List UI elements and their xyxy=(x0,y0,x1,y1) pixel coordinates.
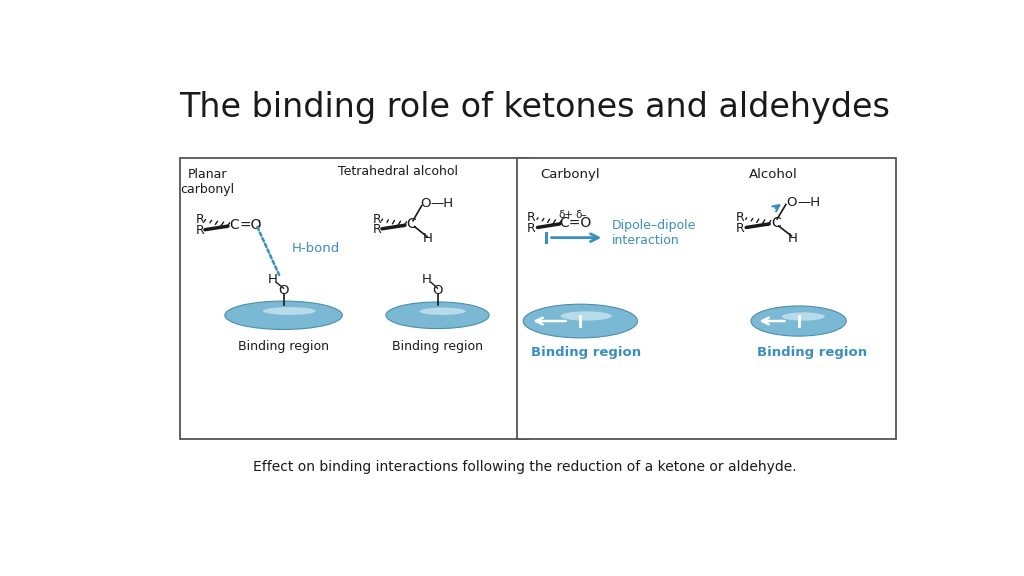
Text: H: H xyxy=(267,273,278,286)
Text: H: H xyxy=(422,273,432,286)
Text: Tetrahedral alcohol: Tetrahedral alcohol xyxy=(338,165,458,179)
Text: —H: —H xyxy=(430,196,454,210)
Ellipse shape xyxy=(782,312,824,321)
Text: Carbonyl: Carbonyl xyxy=(541,168,600,181)
Text: Effect on binding interactions following the reduction of a ketone or aldehyde.: Effect on binding interactions following… xyxy=(253,460,797,474)
Text: R: R xyxy=(373,223,381,236)
Ellipse shape xyxy=(560,312,611,321)
Text: H: H xyxy=(423,233,433,245)
Text: C: C xyxy=(771,216,780,230)
Text: C: C xyxy=(229,218,240,232)
Text: R: R xyxy=(527,211,536,224)
Bar xyxy=(517,158,896,439)
Text: C: C xyxy=(407,217,417,232)
Text: Planar
carbonyl: Planar carbonyl xyxy=(180,168,234,196)
Text: R: R xyxy=(736,211,744,224)
Text: H: H xyxy=(787,232,797,245)
Text: Binding region: Binding region xyxy=(757,346,866,359)
Text: Dipole–dipole
interaction: Dipole–dipole interaction xyxy=(612,219,696,247)
Ellipse shape xyxy=(225,301,342,329)
Bar xyxy=(179,158,528,439)
Text: C=O: C=O xyxy=(560,216,592,230)
Text: R: R xyxy=(527,222,536,235)
Ellipse shape xyxy=(386,302,489,328)
Ellipse shape xyxy=(420,308,466,315)
Ellipse shape xyxy=(263,307,315,315)
Text: R: R xyxy=(196,224,204,237)
Text: Binding region: Binding region xyxy=(531,346,641,359)
Text: O: O xyxy=(420,196,430,210)
Text: R: R xyxy=(196,214,204,226)
Text: R: R xyxy=(373,213,381,226)
Text: δ+: δ+ xyxy=(558,210,573,219)
Text: Binding region: Binding region xyxy=(238,340,329,353)
Text: Alcohol: Alcohol xyxy=(749,168,798,181)
Text: R: R xyxy=(736,222,744,235)
Text: ·: · xyxy=(257,220,261,234)
Ellipse shape xyxy=(751,306,846,336)
Text: O: O xyxy=(785,196,797,209)
Text: ·: · xyxy=(257,215,261,229)
Text: The binding role of ketones and aldehydes: The binding role of ketones and aldehyde… xyxy=(179,92,891,124)
Ellipse shape xyxy=(523,304,638,338)
Text: =O: =O xyxy=(240,218,262,232)
Text: O: O xyxy=(279,285,289,297)
Text: δ–: δ– xyxy=(575,210,587,219)
Text: —H: —H xyxy=(797,196,820,209)
Text: O: O xyxy=(432,285,442,297)
Text: H-bond: H-bond xyxy=(292,242,340,255)
Text: Binding region: Binding region xyxy=(392,340,483,353)
